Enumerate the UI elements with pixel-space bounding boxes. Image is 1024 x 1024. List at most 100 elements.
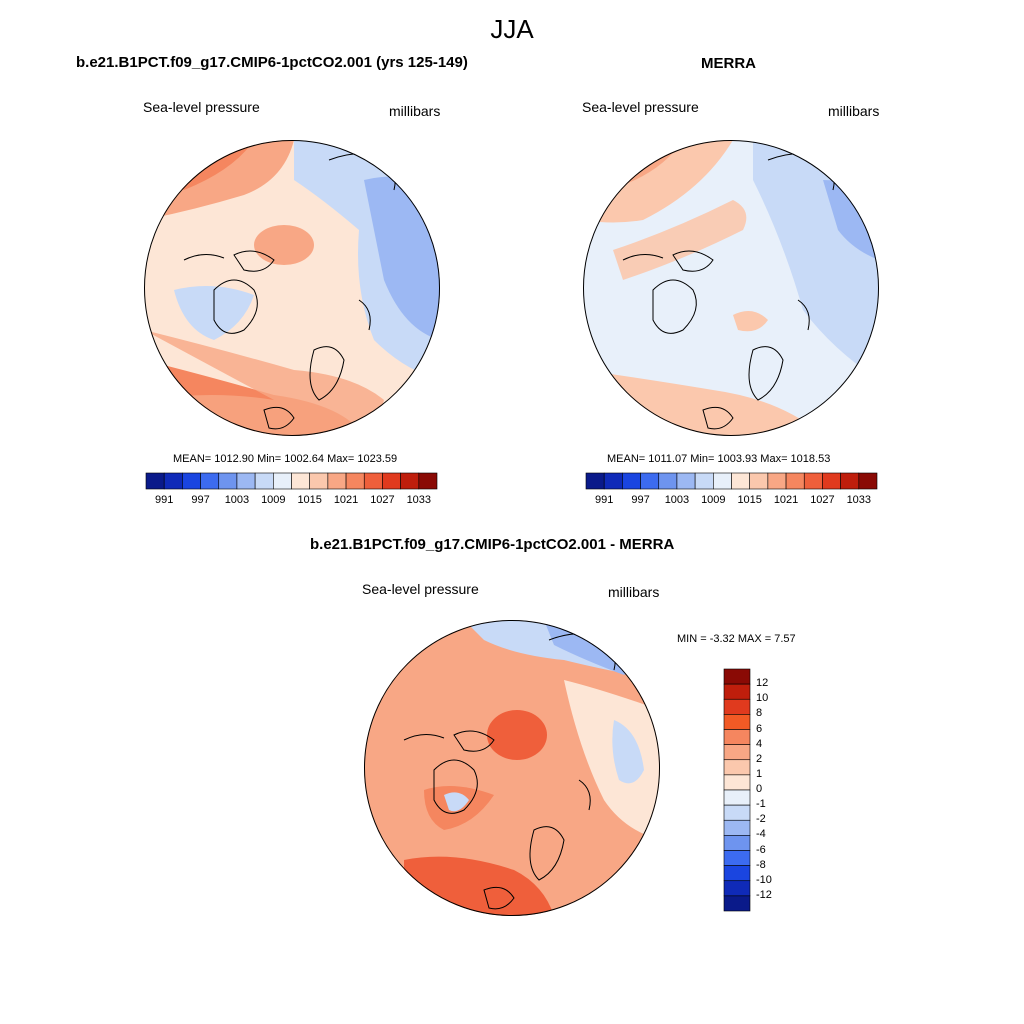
obs-colorbar-swatch xyxy=(749,472,769,490)
diff-colorbar-swatch xyxy=(723,744,751,761)
obs-colorbar-swatch xyxy=(803,472,823,490)
model-colorbar-tick-label: 1021 xyxy=(333,494,359,506)
obs-colorbar-tick-label: 1015 xyxy=(737,494,762,506)
diff-polar-map xyxy=(364,620,660,916)
diff-units-label: millibars xyxy=(608,584,660,600)
obs-units-label: millibars xyxy=(828,103,880,119)
obs-colorbar-ticks: 991 997 1003 1009 1015 1021 1027 1033 xyxy=(586,494,877,508)
model-colorbar-swatch xyxy=(345,472,365,490)
model-map-warm-center xyxy=(254,225,314,265)
obs-colorbar xyxy=(585,472,878,490)
model-colorbar-swatch xyxy=(145,472,165,490)
page-title: JJA xyxy=(490,14,534,44)
diff-colorbar-swatch xyxy=(723,804,751,821)
model-colorbar-swatch xyxy=(182,472,201,490)
model-variable-label: Sea-level pressure xyxy=(143,99,260,115)
diff-colorbar-swatch xyxy=(723,789,751,806)
diff-map-cool-east xyxy=(612,720,644,784)
obs-panel-title: MERRA xyxy=(701,55,756,72)
model-colorbar-tick-label: 997 xyxy=(191,494,210,506)
diff-colorbar-tick-label: -10 xyxy=(756,873,772,886)
obs-colorbar-swatch xyxy=(585,472,605,490)
model-colorbar-tick-label: 1027 xyxy=(370,494,395,506)
obs-colorbar-swatch xyxy=(767,472,787,490)
diff-colorbar-tick-label: 0 xyxy=(756,783,763,795)
model-stats: MEAN= 1012.90 Min= 1002.64 Max= 1023.59 xyxy=(173,453,398,465)
model-colorbar-swatch xyxy=(163,472,183,490)
model-units-label: millibars xyxy=(389,103,441,119)
obs-stats: MEAN= 1011.07 Min= 1003.93 Max= 1018.53 xyxy=(607,453,831,465)
model-colorbar xyxy=(145,472,438,490)
model-colorbar-swatch xyxy=(273,472,292,490)
diff-map-pale-east xyxy=(564,680,660,840)
diff-map-hot-center xyxy=(487,710,547,760)
model-colorbar-swatch xyxy=(327,472,347,490)
diff-colorbar-tick-label: -12 xyxy=(756,888,772,901)
model-polar-map xyxy=(144,140,440,436)
diff-colorbar-tick-label: -1 xyxy=(756,798,766,811)
model-colorbar-swatch xyxy=(291,472,310,490)
model-colorbar-swatch xyxy=(309,472,329,490)
model-colorbar-swatch xyxy=(363,472,383,490)
diff-colorbar-swatch xyxy=(723,880,751,897)
obs-colorbar-swatch xyxy=(713,472,732,490)
model-map-cold-east xyxy=(364,176,440,340)
diff-colorbar-tick-label: 12 xyxy=(756,677,769,690)
diff-colorbar-swatch xyxy=(723,729,751,745)
obs-colorbar-tick-label: 1003 xyxy=(664,494,690,506)
diff-colorbar-swatch xyxy=(723,895,751,912)
obs-map-warm-spot xyxy=(733,311,768,332)
diff-colorbar-swatch xyxy=(723,683,751,700)
model-colorbar-ticks: 991 997 1003 1009 1015 1021 1027 1033 xyxy=(146,494,437,508)
diff-colorbar-ticks: 12 10 8 6 4 2 1 0 -1 -2 -4 -6 -8 -10 -12 xyxy=(756,669,796,911)
obs-colorbar-swatch xyxy=(858,472,878,490)
diff-colorbar-tick-label: -2 xyxy=(756,813,766,826)
model-colorbar-swatch xyxy=(254,472,274,490)
diff-colorbar-tick-label: -4 xyxy=(756,828,766,841)
obs-colorbar-tick-label: 1027 xyxy=(810,494,835,506)
model-colorbar-tick-label: 991 xyxy=(155,494,174,506)
diff-colorbar xyxy=(723,668,751,912)
obs-colorbar-swatch xyxy=(622,472,641,490)
diff-variable-label: Sea-level pressure xyxy=(362,581,479,597)
model-panel-title: b.e21.B1PCT.f09_g17.CMIP6-1pctCO2.001 (y… xyxy=(76,54,468,71)
diff-colorbar-tick-label: 10 xyxy=(756,692,769,705)
obs-colorbar-tick-label: 997 xyxy=(631,494,650,506)
obs-polar-map xyxy=(583,140,879,436)
diff-colorbar-tick-label: 4 xyxy=(756,737,763,750)
obs-colorbar-tick-label: 1009 xyxy=(701,494,726,506)
obs-colorbar-tick-label: 991 xyxy=(595,494,614,506)
obs-colorbar-swatch xyxy=(676,472,696,490)
obs-colorbar-swatch xyxy=(603,472,623,490)
model-colorbar-swatch xyxy=(236,472,256,490)
obs-colorbar-swatch xyxy=(822,472,841,490)
obs-colorbar-tick-label: 1021 xyxy=(773,494,799,506)
model-colorbar-tick-label: 1033 xyxy=(406,494,432,506)
diff-colorbar-tick-label: -8 xyxy=(756,858,766,871)
obs-colorbar-swatch xyxy=(658,472,678,490)
diff-colorbar-swatch xyxy=(723,865,751,882)
diff-panel-title: b.e21.B1PCT.f09_g17.CMIP6-1pctCO2.001 - … xyxy=(310,536,675,553)
diff-colorbar-swatch xyxy=(723,835,751,851)
model-colorbar-tick-label: 1015 xyxy=(297,494,322,506)
diff-colorbar-tick-label: 2 xyxy=(756,752,763,765)
model-colorbar-swatch xyxy=(218,472,238,490)
diff-colorbar-swatch xyxy=(723,774,751,791)
obs-variable-label: Sea-level pressure xyxy=(582,99,699,115)
obs-colorbar-tick-label: 1033 xyxy=(846,494,872,506)
diff-colorbar-swatch xyxy=(723,668,751,685)
diff-colorbar-swatch xyxy=(723,714,751,730)
diff-colorbar-swatch xyxy=(723,850,751,866)
obs-colorbar-swatch xyxy=(785,472,805,490)
diff-colorbar-tick-label: 6 xyxy=(756,722,763,735)
model-colorbar-swatch xyxy=(400,472,420,490)
model-colorbar-tick-label: 1009 xyxy=(261,494,286,506)
model-colorbar-swatch xyxy=(418,472,438,490)
obs-colorbar-swatch xyxy=(694,472,714,490)
obs-map-warm-diag xyxy=(613,200,747,280)
obs-colorbar-swatch xyxy=(840,472,860,490)
diff-colorbar-tick-label: -6 xyxy=(756,843,766,856)
obs-colorbar-swatch xyxy=(731,472,750,490)
diff-colorbar-swatch xyxy=(723,759,751,776)
diff-stats: MIN = -3.32 MAX = 7.57 xyxy=(677,633,796,645)
